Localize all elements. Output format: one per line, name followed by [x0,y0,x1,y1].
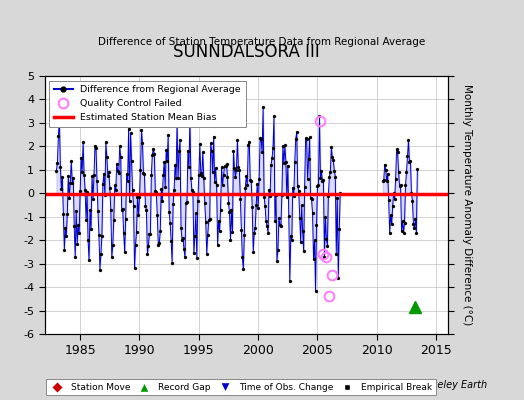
Y-axis label: Monthly Temperature Anomaly Difference (°C): Monthly Temperature Anomaly Difference (… [462,84,472,326]
Legend: Difference from Regional Average, Quality Control Failed, Estimated Station Mean: Difference from Regional Average, Qualit… [49,81,246,127]
Text: Difference of Station Temperature Data from Regional Average: Difference of Station Temperature Data f… [99,37,425,47]
Legend: Station Move, Record Gap, Time of Obs. Change, Empirical Break: Station Move, Record Gap, Time of Obs. C… [46,379,436,396]
Text: Berkeley Earth: Berkeley Earth [415,380,487,390]
Title: SUNNDALSORA III: SUNNDALSORA III [173,42,320,60]
